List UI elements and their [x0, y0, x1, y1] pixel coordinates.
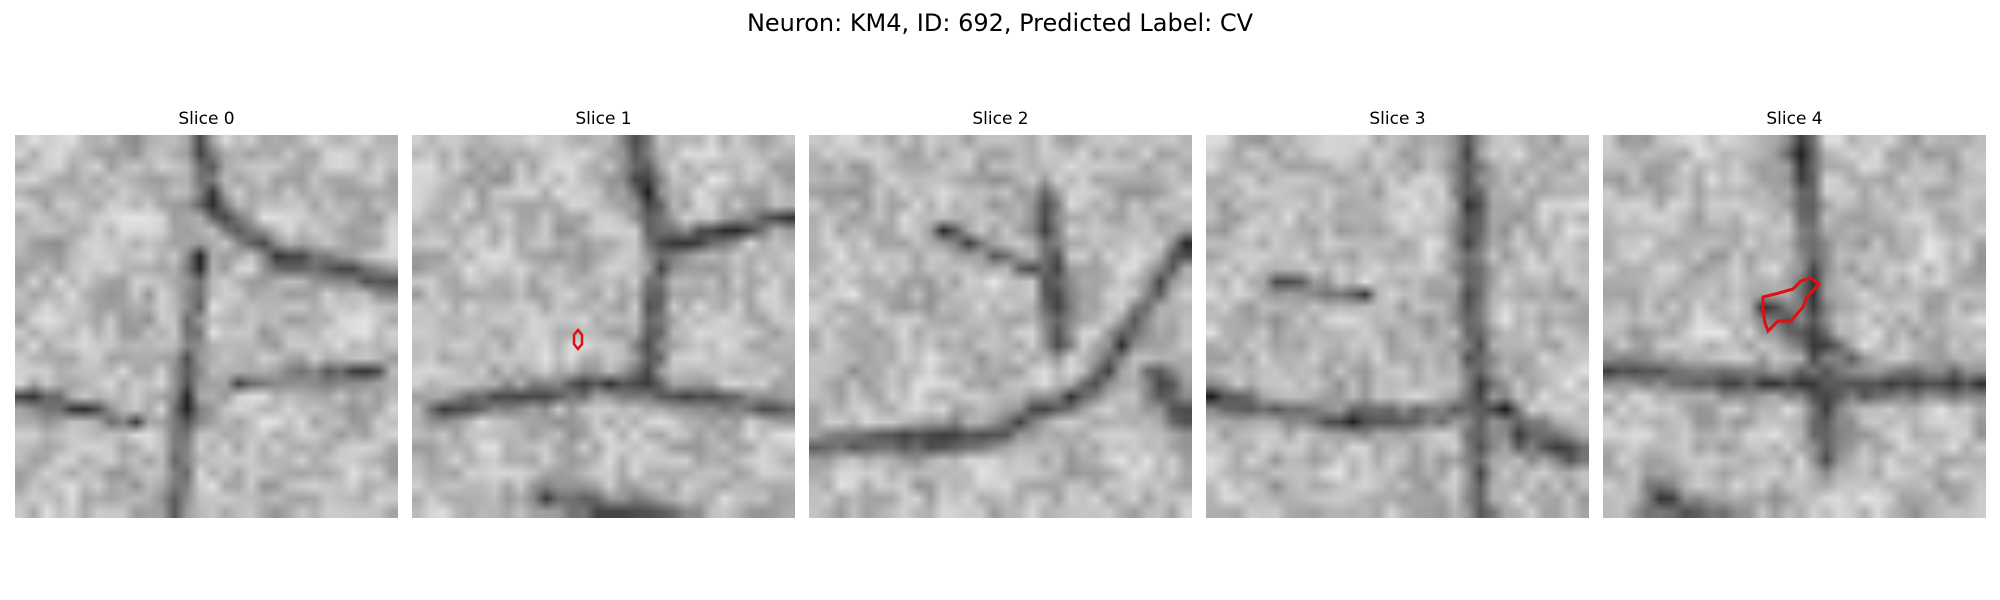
slice-panel-3: Slice 3 [1206, 108, 1589, 518]
slice-panel-4: Slice 4 [1603, 108, 1986, 518]
figure-title: Neuron: KM4, ID: 692, Predicted Label: C… [746, 9, 1254, 37]
slice-title-2: Slice 2 [972, 109, 1029, 129]
slice-title-4: Slice 4 [1766, 109, 1823, 129]
slice-panel-0: Slice 0 [15, 108, 398, 518]
slice-image-3 [1206, 135, 1589, 518]
slice-image-0 [15, 135, 398, 518]
slice-title-1: Slice 1 [575, 109, 632, 129]
slice-panel-2: Slice 2 [809, 108, 1192, 518]
slice-image-2 [809, 135, 1192, 518]
slice-image-1 [412, 135, 795, 518]
slice-title-0: Slice 0 [178, 109, 235, 129]
slice-panel-1: Slice 1 [412, 108, 795, 518]
slice-image-4 [1603, 135, 1986, 518]
slice-title-3: Slice 3 [1369, 109, 1426, 129]
